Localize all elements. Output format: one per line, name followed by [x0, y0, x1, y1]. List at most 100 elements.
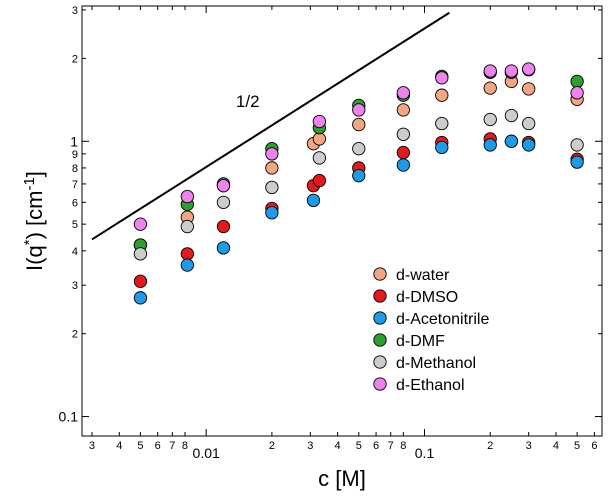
x-tick-label: 6 [373, 440, 379, 452]
legend: d-water d-DMSO d-Acetonitrile d-DMF d-Methan… [373, 267, 489, 394]
data-point [265, 180, 279, 195]
data-point [133, 291, 148, 305]
data-point [216, 178, 231, 193]
legend-marker [373, 311, 387, 325]
x-tick-label: 4 [335, 440, 341, 452]
x-tick-label: 0.1 [415, 445, 435, 461]
y-tick-label: 2 [72, 329, 78, 341]
y-axis-title: I(q*) [cm-1] [21, 171, 47, 271]
data-point [435, 88, 449, 102]
x-tick-label: 5 [356, 440, 362, 452]
data-point [522, 116, 536, 131]
x-tick-label: 7 [169, 440, 175, 452]
data-point [312, 151, 327, 165]
series-d-dmso [133, 132, 584, 288]
data-point [396, 158, 410, 172]
series-d-ethanol [133, 62, 584, 231]
data-point [504, 64, 519, 78]
x-tick-label: 2 [269, 440, 275, 452]
data-point [522, 138, 536, 152]
data-point [352, 169, 366, 183]
legend-label: d-water [396, 267, 450, 284]
y-tick-label: 7 [72, 179, 78, 191]
y-tick-label: 0.1 [59, 409, 79, 425]
data-point [352, 142, 366, 156]
data-point [180, 247, 194, 261]
data-point [312, 173, 327, 188]
data-point [435, 116, 449, 131]
x-tick-label: 6 [155, 440, 161, 452]
data-point [570, 86, 584, 100]
data-point [522, 62, 536, 76]
legend-marker [373, 267, 387, 281]
data-point [312, 114, 327, 129]
data-point [180, 219, 194, 234]
data-point [133, 217, 148, 231]
data-point [570, 74, 584, 89]
data-point [396, 127, 410, 141]
data-point [216, 219, 231, 234]
x-tick-label: 4 [116, 440, 122, 452]
data-point [396, 145, 410, 160]
data-point [265, 147, 279, 161]
data-point [133, 247, 148, 261]
data-point [180, 189, 194, 204]
x-tick-label: 3 [307, 440, 313, 452]
x-tick-label: 0.01 [193, 445, 220, 461]
y-tick-label: 2 [72, 53, 78, 65]
data-point [265, 206, 279, 220]
x-tick-label: 8 [182, 440, 188, 452]
data-point [570, 138, 584, 152]
x-tick-label: 5 [574, 440, 580, 452]
data-point [352, 103, 366, 117]
y-tick-label: 9 [72, 149, 78, 161]
x-tick-label: 8 [400, 440, 406, 452]
legend-marker [373, 377, 387, 391]
x-tick-label: 3 [526, 440, 532, 452]
x-tick-label: 2 [487, 440, 493, 452]
legend-marker [373, 333, 387, 347]
y-tick-label: 8 [72, 163, 78, 175]
data-point [504, 134, 519, 148]
data-point [504, 108, 519, 123]
series-d-methanol [133, 108, 584, 261]
data-point [435, 140, 449, 155]
x-tick-label: 6 [591, 440, 597, 452]
data-points [133, 62, 584, 305]
data-point [133, 274, 148, 288]
reference-line [91, 11, 450, 241]
legend-label: d-Acetonitrile [396, 311, 489, 328]
x-tick-label: 3 [89, 440, 95, 452]
legend-label: d-DMF [396, 333, 445, 350]
y-tick-label: 3 [72, 280, 78, 292]
series-d-acetonitrile [133, 134, 584, 305]
data-point [180, 258, 194, 272]
x-tick-label: 7 [388, 440, 394, 452]
data-point [522, 82, 536, 96]
y-tick-label: 5 [72, 219, 78, 231]
x-axis-title: c [M] [318, 466, 366, 491]
data-point [312, 132, 327, 146]
data-point [483, 64, 497, 78]
y-tick-label: 1 [70, 133, 78, 149]
x-tick-label: 4 [553, 440, 559, 452]
plot-frame [81, 5, 603, 437]
legend-label: d-Ethanol [396, 377, 465, 394]
series-d-dmf [133, 63, 584, 252]
data-point [352, 117, 366, 132]
data-point [396, 103, 410, 117]
data-point [483, 112, 497, 127]
data-point [483, 81, 497, 95]
data-point [570, 155, 584, 169]
legend-label: d-DMSO [396, 289, 458, 306]
y-tick-label: 3 [72, 5, 78, 17]
legend-marker [373, 289, 387, 303]
reference-line-label: 1/2 [236, 92, 260, 111]
data-point [216, 195, 231, 209]
data-point [306, 193, 321, 208]
reference-line-group: 1/2 [91, 11, 450, 241]
x-tick-label: 5 [137, 440, 143, 452]
data-point [265, 161, 279, 175]
